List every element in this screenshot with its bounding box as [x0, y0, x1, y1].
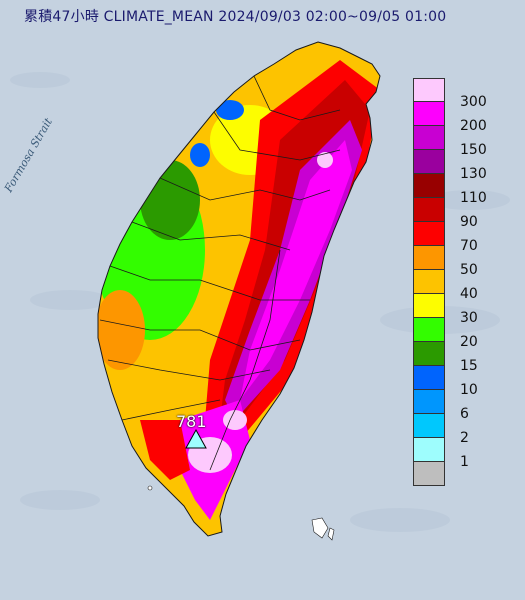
legend-label: 150 [460, 142, 487, 158]
legend-swatch [413, 390, 445, 414]
legend-label: 40 [460, 286, 478, 302]
county-borders [99, 75, 341, 471]
legend-label: 70 [460, 238, 478, 254]
offshore-islands [147, 485, 335, 541]
legend-label: 1 [460, 454, 469, 470]
legend-swatch [413, 438, 445, 462]
legend-swatch [413, 126, 445, 150]
legend-swatch [413, 150, 445, 174]
station-peak-value: 781 [176, 412, 207, 431]
map-title: 累積47小時 CLIMATE_MEAN 2024/09/03 02:00~09/… [24, 9, 447, 25]
legend-label: 2 [460, 430, 469, 446]
sea-texture [10, 72, 510, 532]
legend-swatch [413, 366, 445, 390]
legend-label: 30 [460, 310, 478, 326]
legend-swatch [413, 246, 445, 270]
legend-label: 50 [460, 262, 478, 278]
legend-swatch [413, 342, 445, 366]
taiwan-coastline [97, 41, 381, 537]
legend-swatch [413, 270, 445, 294]
legend-label: 6 [460, 406, 469, 422]
legend-label: 200 [460, 118, 487, 134]
legend-label: 20 [460, 334, 478, 350]
legend-swatch [413, 462, 445, 486]
legend-swatch [413, 222, 445, 246]
legend-swatch [413, 198, 445, 222]
legend-label: 300 [460, 94, 487, 110]
legend-swatch [413, 102, 445, 126]
legend-swatch [413, 174, 445, 198]
legend-label: 110 [460, 190, 487, 206]
legend-label: 10 [460, 382, 478, 398]
legend-label: 90 [460, 214, 478, 230]
legend-swatch [413, 318, 445, 342]
legend-swatch [413, 414, 445, 438]
triangle-station-icon [185, 428, 207, 449]
rainfall-legend [413, 78, 445, 486]
legend-swatch [413, 294, 445, 318]
legend-label: 130 [460, 166, 487, 182]
legend-swatch [413, 78, 445, 102]
legend-label: 15 [460, 358, 478, 374]
